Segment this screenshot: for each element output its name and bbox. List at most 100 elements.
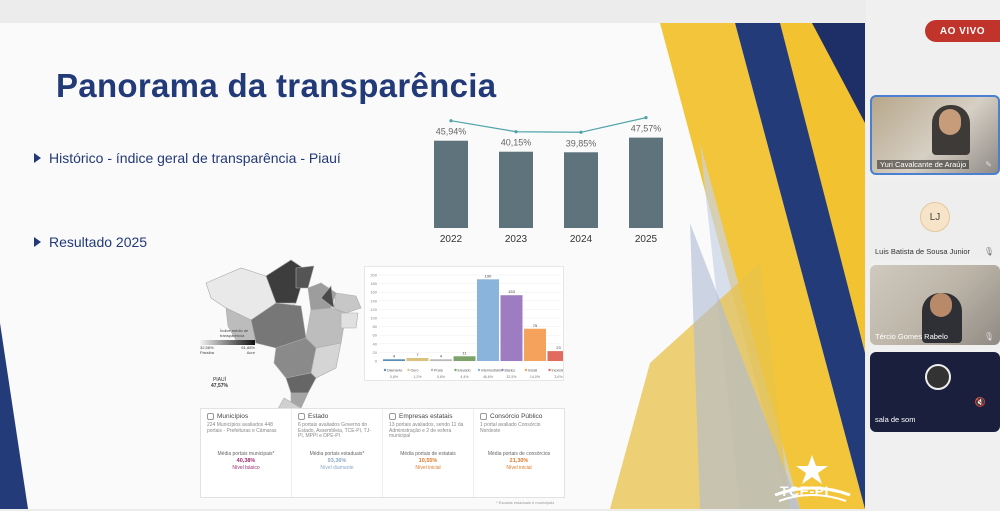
card-level: Nível inicial: [415, 465, 441, 471]
legend-marker-Inicial: [524, 368, 528, 372]
y-tick: 20: [373, 350, 378, 355]
bar-Intermediário: [477, 279, 499, 361]
data-label-Intermediário: 190: [485, 273, 492, 278]
mic-off-icon: 🎙: [983, 247, 994, 256]
bullet-text: Histórico - índice geral de transparênci…: [49, 150, 341, 166]
value-label-2024: 39,85%: [566, 138, 597, 148]
card-stat-label: Média portais de consórcios: [487, 451, 551, 457]
percent-label-Inicial: 14,0%: [530, 375, 541, 379]
legend-marker-Elevado: [454, 368, 457, 372]
card-title: Municípios: [217, 413, 249, 420]
summary-card: Consórcio Público 1 portal avaliado Consó…: [474, 409, 564, 497]
trend-point-2024: [579, 130, 583, 134]
map-caption-value: 47,57%: [211, 383, 228, 389]
card-level: Nível básico: [232, 465, 260, 471]
y-tick: 80: [373, 324, 378, 329]
percent-label-Prata: 0,8%: [437, 375, 446, 379]
pin-icon[interactable]: ✎: [985, 160, 992, 169]
trend-point-2025: [644, 116, 648, 120]
x-tick-2025: 2025: [635, 234, 658, 245]
participant-name: Tércio Gomes Rabelo: [875, 332, 948, 341]
y-tick: 180: [370, 281, 377, 286]
participant-tile-tercio[interactable]: Tércio Gomes Rabelo 🎙: [870, 265, 1000, 345]
historic-bar-chart: 45,94% 2022 40,15% 2023 39,85% 2024 47,57% 2025: [434, 116, 663, 245]
trend-point-2022: [449, 119, 453, 123]
y-tick: 120: [370, 307, 377, 312]
y-tick: 60: [373, 333, 378, 338]
legend-label-Ouro: Ouro: [411, 369, 419, 373]
summary-card: Estado 6 portais avaliados Governo do Est…: [292, 409, 383, 497]
legend-label-Básico: Básico: [505, 369, 516, 373]
y-tick: 0: [375, 359, 378, 364]
map-legend: Índice médio de transparência 32,58% 61,…: [200, 328, 260, 355]
bullet-arrow-icon: [34, 237, 41, 247]
slide-title: Panorama da transparência: [56, 67, 497, 104]
card-stat-value: 40,38%: [236, 458, 256, 464]
y-tick: 100: [370, 316, 377, 321]
brazil-map: [205, 259, 362, 427]
presentation-slide: Panorama da transparência Histórico - ín…: [0, 23, 865, 509]
card-level: Nível inicial: [506, 465, 532, 471]
data-label-Ouro: 7: [416, 352, 419, 357]
y-tick: 160: [370, 290, 377, 295]
card-stat-label: Média portais municipais*: [217, 451, 275, 457]
legend-marker-Prata: [430, 368, 434, 372]
card-stat-value: 10,55%: [418, 458, 438, 464]
summary-cards: Municípios 224 Municípios avaliados 448 p…: [200, 408, 565, 498]
data-label-Diamante: 4: [393, 353, 396, 358]
card-description: 13 portais avaliados, sendo 11 da Admini…: [389, 422, 464, 439]
x-tick-2024: 2024: [570, 234, 593, 245]
distribution-bar-chart: 0 20 40 60 80 100 120 140 160 180 200 4 Diamante 0,8%…: [364, 266, 564, 381]
legend-marker-Básico: [501, 368, 504, 372]
participant-tile-yuri[interactable]: Yuri Cavalcante de Araújo ✎: [870, 95, 1000, 175]
summary-card: Municípios 224 Municípios avaliados 448 p…: [201, 409, 292, 497]
card-description: 224 Municípios avaliados 448 portais - P…: [207, 422, 277, 434]
bar-Prata: [430, 359, 452, 361]
bullet-text: Resultado 2025: [49, 234, 148, 250]
card-header: Municípios: [207, 413, 285, 420]
card-stat-value: 93,36%: [327, 458, 347, 464]
obs-logo-icon: [925, 364, 951, 390]
card-icon: [389, 413, 396, 420]
card-header: Consórcio Público: [480, 413, 558, 420]
slide-decoration: [0, 23, 865, 509]
logo-text: TCE-PI: [780, 483, 829, 499]
bullet-arrow-icon: [34, 153, 41, 163]
card-icon: [207, 413, 214, 420]
summary-card: Empresas estatais 13 portais avaliados, s…: [383, 409, 474, 497]
bullet-resultado: Resultado 2025: [34, 234, 147, 250]
y-tick: 200: [370, 273, 377, 278]
card-stat-label: Média portais estaduais*: [309, 451, 365, 457]
live-badge: AO VIVO: [925, 20, 1000, 42]
value-label-2022: 45,94%: [436, 127, 467, 137]
map-legend-min-label: Paraíba: [200, 350, 215, 355]
card-stat: Média portais de estatais 10,55% Nível ini…: [389, 451, 467, 472]
card-icon: [480, 413, 487, 420]
legend-label-Intermediário: Intermediário: [481, 369, 502, 373]
participant-name: Luis Batista de Sousa Junior: [875, 247, 971, 256]
card-stat: Média portais estaduais* 93,36% Nível diam…: [298, 451, 376, 472]
bar-2024: [564, 152, 598, 228]
trend-point-2023: [514, 130, 518, 134]
card-description: 6 portais avaliados Governo do Estado, A…: [298, 422, 371, 439]
legend-marker-Ouro: [407, 368, 410, 372]
value-label-2025: 47,57%: [631, 124, 662, 134]
card-stat: Média portais municipais* 40,38% Nível bás…: [207, 451, 285, 472]
data-label-Básico: 153: [508, 289, 515, 294]
map-legend-max-label: Acre: [246, 350, 255, 355]
participant-name: Yuri Cavalcante de Araújo: [877, 160, 970, 169]
value-label-2023: 40,15%: [501, 138, 532, 148]
bar-Inexistente: [547, 351, 563, 361]
data-label-Inicial: 75: [533, 323, 538, 328]
card-stat-value: 21,30%: [509, 458, 529, 464]
bar-Inicial: [524, 328, 546, 361]
percent-label-Inexistente: 3,6%: [554, 375, 563, 379]
trend-line: [450, 117, 647, 133]
percent-label-Ouro: 1,2%: [413, 375, 422, 379]
card-description: 1 portal avaliado Consórcio Nordeste: [480, 422, 541, 434]
participant-tile-sala-de-som[interactable]: sala de som 🔇: [870, 352, 1000, 432]
card-level: Nível diamante: [320, 465, 354, 471]
participant-tile-luis[interactable]: LJ Luis Batista de Sousa Junior 🎙: [870, 180, 1000, 260]
bar-Ouro: [406, 357, 429, 361]
